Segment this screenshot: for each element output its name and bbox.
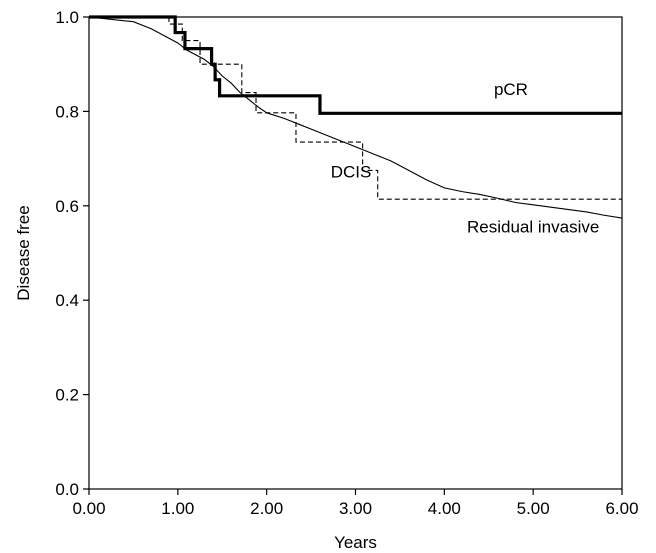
y-tick-label: 0.8 [55, 102, 79, 121]
x-tick-label: 4.00 [428, 499, 461, 518]
y-tick-label: 0.2 [55, 386, 79, 405]
x-tick-label: 1.00 [161, 499, 194, 518]
series-label-residual-invasive: Residual invasive [467, 218, 599, 237]
series-label-dcis: DCIS [331, 162, 372, 181]
x-tick-label: 5.00 [517, 499, 550, 518]
y-tick-label: 1.0 [55, 8, 79, 27]
plot-frame [88, 16, 623, 490]
y-tick-label: 0.4 [55, 291, 79, 310]
series-label-pcr: pCR [494, 80, 528, 99]
y-tick-label: 0.6 [55, 197, 79, 216]
y-axis-title: Disease free [14, 205, 33, 300]
series-line-pcr [89, 15, 622, 115]
x-axis-title: Years [334, 533, 377, 552]
series-line-residual-invasive [88, 16, 623, 219]
x-tick-label: 6.00 [605, 499, 638, 518]
series-line-dcis [89, 16, 622, 200]
x-tick-label: 0.00 [72, 499, 105, 518]
x-tick-label: 3.00 [339, 499, 372, 518]
x-tick-label: 2.00 [250, 499, 283, 518]
y-tick-label: 0.0 [55, 480, 79, 499]
